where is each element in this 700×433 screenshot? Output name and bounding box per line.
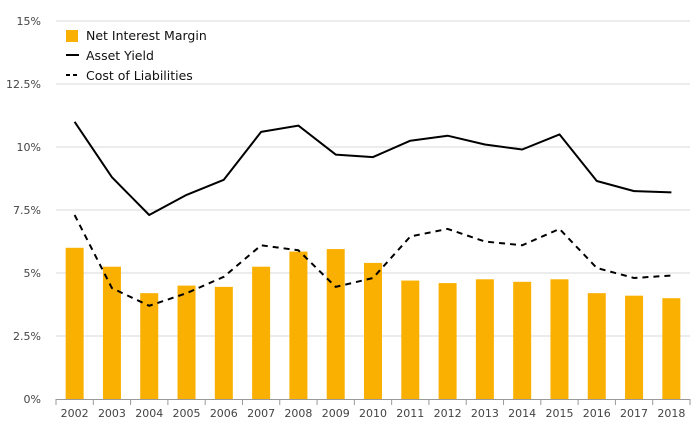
x-tick-label: 2007 [247,407,275,420]
bar [289,251,308,399]
legend-label-asset-yield: Asset Yield [86,48,154,63]
y-tick-label: 0% [24,393,41,406]
bar-series-net-interest-margin [65,247,681,399]
bar [214,286,233,399]
x-tick-label: 2016 [583,407,611,420]
x-tick-label: 2015 [545,407,573,420]
gridlines [56,20,690,337]
x-tick-label: 2003 [98,407,126,420]
bar [438,283,457,399]
bar [401,280,420,399]
bar [364,262,382,399]
line-series [73,121,672,307]
bar [662,298,681,399]
y-tick-label: 2.5% [13,330,41,343]
x-tick-label: 2009 [322,407,350,420]
y-tick-label: 7.5% [13,204,41,217]
legend-item-net-interest-margin: Net Interest Margin [66,28,207,43]
y-tick-label: 10% [17,141,41,154]
legend-label-cost-of-liabilities: Cost of Liabilities [86,68,193,83]
x-tick-label: 2005 [173,407,201,420]
x-tick-label: 2014 [508,407,536,420]
bar [550,279,569,399]
y-tick-label: 15% [17,15,41,28]
legend: Net Interest Margin Asset Yield Cost of … [66,28,207,83]
line-asset-yield [73,121,672,216]
bar [102,266,121,399]
x-tick-label: 2006 [210,407,238,420]
x-tick-label: 2008 [284,407,312,420]
bar [65,247,84,399]
bar [177,285,196,399]
bar [625,295,644,399]
x-tick-label: 2011 [396,407,424,420]
bar [252,266,271,399]
y-axis-labels: 0% 2.5% 5% 7.5% 10% 12.5% 15% [6,15,41,406]
bar [513,281,532,399]
y-tick-label: 5% [24,267,41,280]
legend-swatch-bar [66,30,78,42]
x-tick-label: 2017 [620,407,648,420]
y-tick-label: 12.5% [6,78,41,91]
x-tick-label: 2010 [359,407,387,420]
bar [587,293,606,399]
bar [326,249,345,399]
legend-label-net-interest-margin: Net Interest Margin [86,28,207,43]
x-tick-label: 2004 [135,407,163,420]
x-tick-label: 2012 [434,407,462,420]
x-tick-label: 2018 [657,407,685,420]
legend-item-asset-yield: Asset Yield [66,48,154,63]
bar [475,279,494,399]
legend-item-cost-of-liabilities: Cost of Liabilities [66,68,193,83]
line-cost-of-liabilities [73,214,672,307]
bar [140,293,159,399]
x-tick-label: 2002 [61,407,89,420]
x-axis-labels: 2002 2003 2004 2005 2006 2007 2008 2009 2010 2011… [61,407,686,420]
x-tick-label: 2013 [471,407,499,420]
x-axis [55,399,691,405]
